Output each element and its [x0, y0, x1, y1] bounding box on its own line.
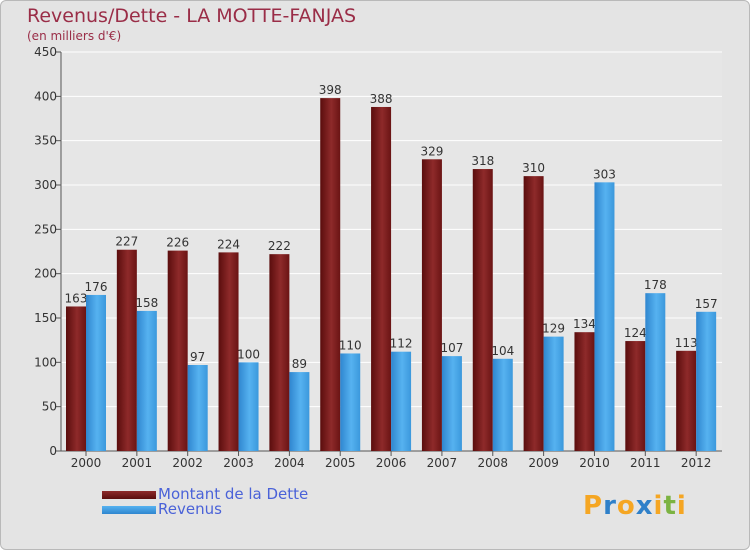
x-tick-label: 2008 [477, 456, 508, 470]
data-label-revenue: 303 [593, 167, 616, 181]
bar-debt [523, 176, 544, 451]
x-tick-label: 2001 [122, 456, 153, 470]
bar-revenue [492, 358, 513, 451]
legend-label-debt: Montant de la Dette [158, 485, 309, 503]
y-tick-label: 450 [34, 45, 57, 59]
logo-letter: x [635, 491, 654, 521]
x-tick-label: 2004 [274, 456, 305, 470]
x-tick-label: 2006 [376, 456, 407, 470]
y-tick-label: 150 [34, 311, 57, 325]
y-tick-label: 0 [49, 444, 57, 458]
logo-letter: P [583, 491, 604, 521]
logo-letter: t [663, 491, 677, 521]
data-label-revenue: 112 [390, 337, 413, 351]
bar-debt [320, 98, 341, 452]
bar-revenue [441, 356, 462, 451]
x-tick-label: 2005 [325, 456, 356, 470]
y-tick-label: 300 [34, 178, 57, 192]
x-tick-label: 2002 [172, 456, 203, 470]
data-label-revenue: 158 [135, 296, 158, 310]
bar-debt [116, 249, 137, 451]
bar-debt [167, 250, 188, 451]
legend-swatch-revenue [102, 506, 156, 514]
logo-letter: r [603, 491, 617, 521]
data-label-debt: 222 [268, 239, 291, 253]
x-tick-label: 2009 [528, 456, 559, 470]
data-label-debt: 227 [115, 235, 138, 249]
bar-revenue [594, 182, 615, 451]
bar-revenue [289, 372, 310, 451]
bar-revenue [238, 362, 259, 451]
bar-debt [269, 254, 290, 451]
bar-debt [625, 341, 646, 451]
bar-debt [371, 106, 392, 452]
logo-letter: o [616, 491, 636, 521]
y-tick-label: 350 [34, 134, 57, 148]
x-tick-label: 2010 [579, 456, 610, 470]
data-label-debt: 124 [624, 326, 647, 340]
data-label-revenue: 110 [339, 338, 362, 352]
data-label-revenue: 100 [237, 347, 260, 361]
data-label-revenue: 104 [491, 344, 514, 358]
data-label-revenue: 129 [542, 322, 565, 336]
bar-revenue [340, 353, 361, 451]
data-label-debt: 224 [217, 237, 240, 251]
data-label-revenue: 97 [190, 350, 205, 364]
bar-revenue [187, 364, 208, 451]
legend-label-revenue: Revenus [158, 500, 222, 518]
data-label-revenue: 178 [644, 278, 667, 292]
y-tick-label: 250 [34, 222, 57, 236]
y-tick-label: 50 [42, 400, 57, 414]
bar-revenue [86, 294, 106, 451]
data-label-debt: 113 [675, 336, 698, 350]
bar-debt [421, 159, 442, 451]
bar-revenue [543, 336, 564, 451]
data-label-debt: 163 [65, 291, 88, 305]
data-label-revenue: 107 [440, 341, 463, 355]
bar-debt [218, 252, 239, 451]
x-tick-label: 2000 [71, 456, 102, 470]
data-label-debt: 329 [420, 144, 443, 158]
data-label-revenue: 157 [695, 297, 718, 311]
x-tick-label: 2003 [223, 456, 254, 470]
data-label-debt: 398 [319, 83, 342, 97]
legend-swatch-debt [102, 491, 156, 499]
data-label-debt: 318 [471, 154, 494, 168]
proxiti-logo: Proxiti [583, 491, 687, 521]
chart-title: Revenus/Dette - LA MOTTE-FANJAS [27, 5, 357, 27]
x-tick-label: 2011 [630, 456, 661, 470]
data-label-debt: 134 [573, 317, 596, 331]
logo-letter: i [653, 491, 664, 521]
data-label-debt: 310 [522, 161, 545, 175]
bar-debt [66, 306, 86, 451]
bar-revenue [136, 310, 157, 451]
x-tick-label: 2007 [427, 456, 458, 470]
x-tick-label: 2012 [681, 456, 712, 470]
data-label-debt: 226 [166, 236, 189, 250]
bar-revenue [696, 311, 717, 451]
data-label-revenue: 89 [292, 357, 307, 371]
y-tick-label: 100 [34, 355, 57, 369]
bar-debt [472, 169, 493, 452]
logo-letter: i [676, 491, 687, 521]
bar-revenue [645, 293, 666, 451]
y-tick-label: 400 [34, 89, 57, 103]
y-tick-label: 200 [34, 267, 57, 281]
bar-debt [574, 332, 595, 451]
bar-debt [676, 350, 697, 451]
bar-revenue [391, 351, 412, 451]
data-label-debt: 388 [370, 92, 393, 106]
chart-subtitle: (en milliers d'€) [27, 29, 122, 43]
data-label-revenue: 176 [85, 280, 108, 294]
